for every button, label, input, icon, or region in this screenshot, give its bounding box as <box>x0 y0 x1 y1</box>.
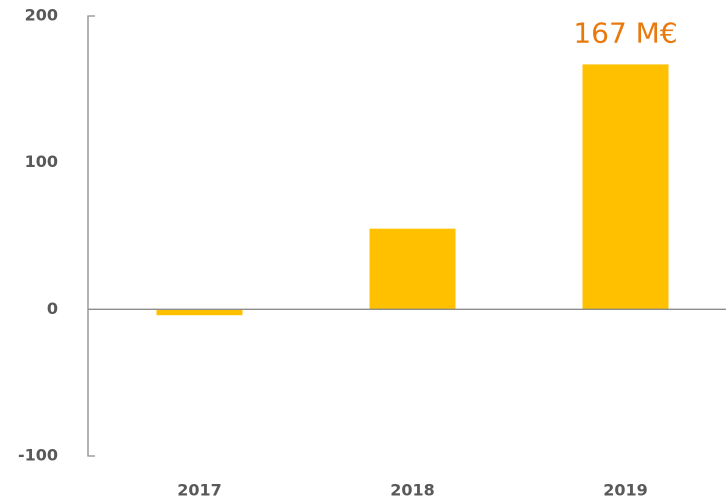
x-tick-label: 2018 <box>390 481 435 500</box>
y-tick-label: 200 <box>25 6 58 25</box>
bar <box>369 228 456 310</box>
bar <box>582 64 669 310</box>
y-axis <box>87 15 95 457</box>
y-tick-label: 0 <box>47 299 58 318</box>
y-tick-label: -100 <box>18 446 58 465</box>
bar <box>156 309 243 316</box>
y-tick-label: 100 <box>25 152 58 171</box>
x-tick-label: 2019 <box>603 481 648 500</box>
data-label: 167 M€ <box>573 16 677 49</box>
x-tick-label: 2017 <box>177 481 222 500</box>
